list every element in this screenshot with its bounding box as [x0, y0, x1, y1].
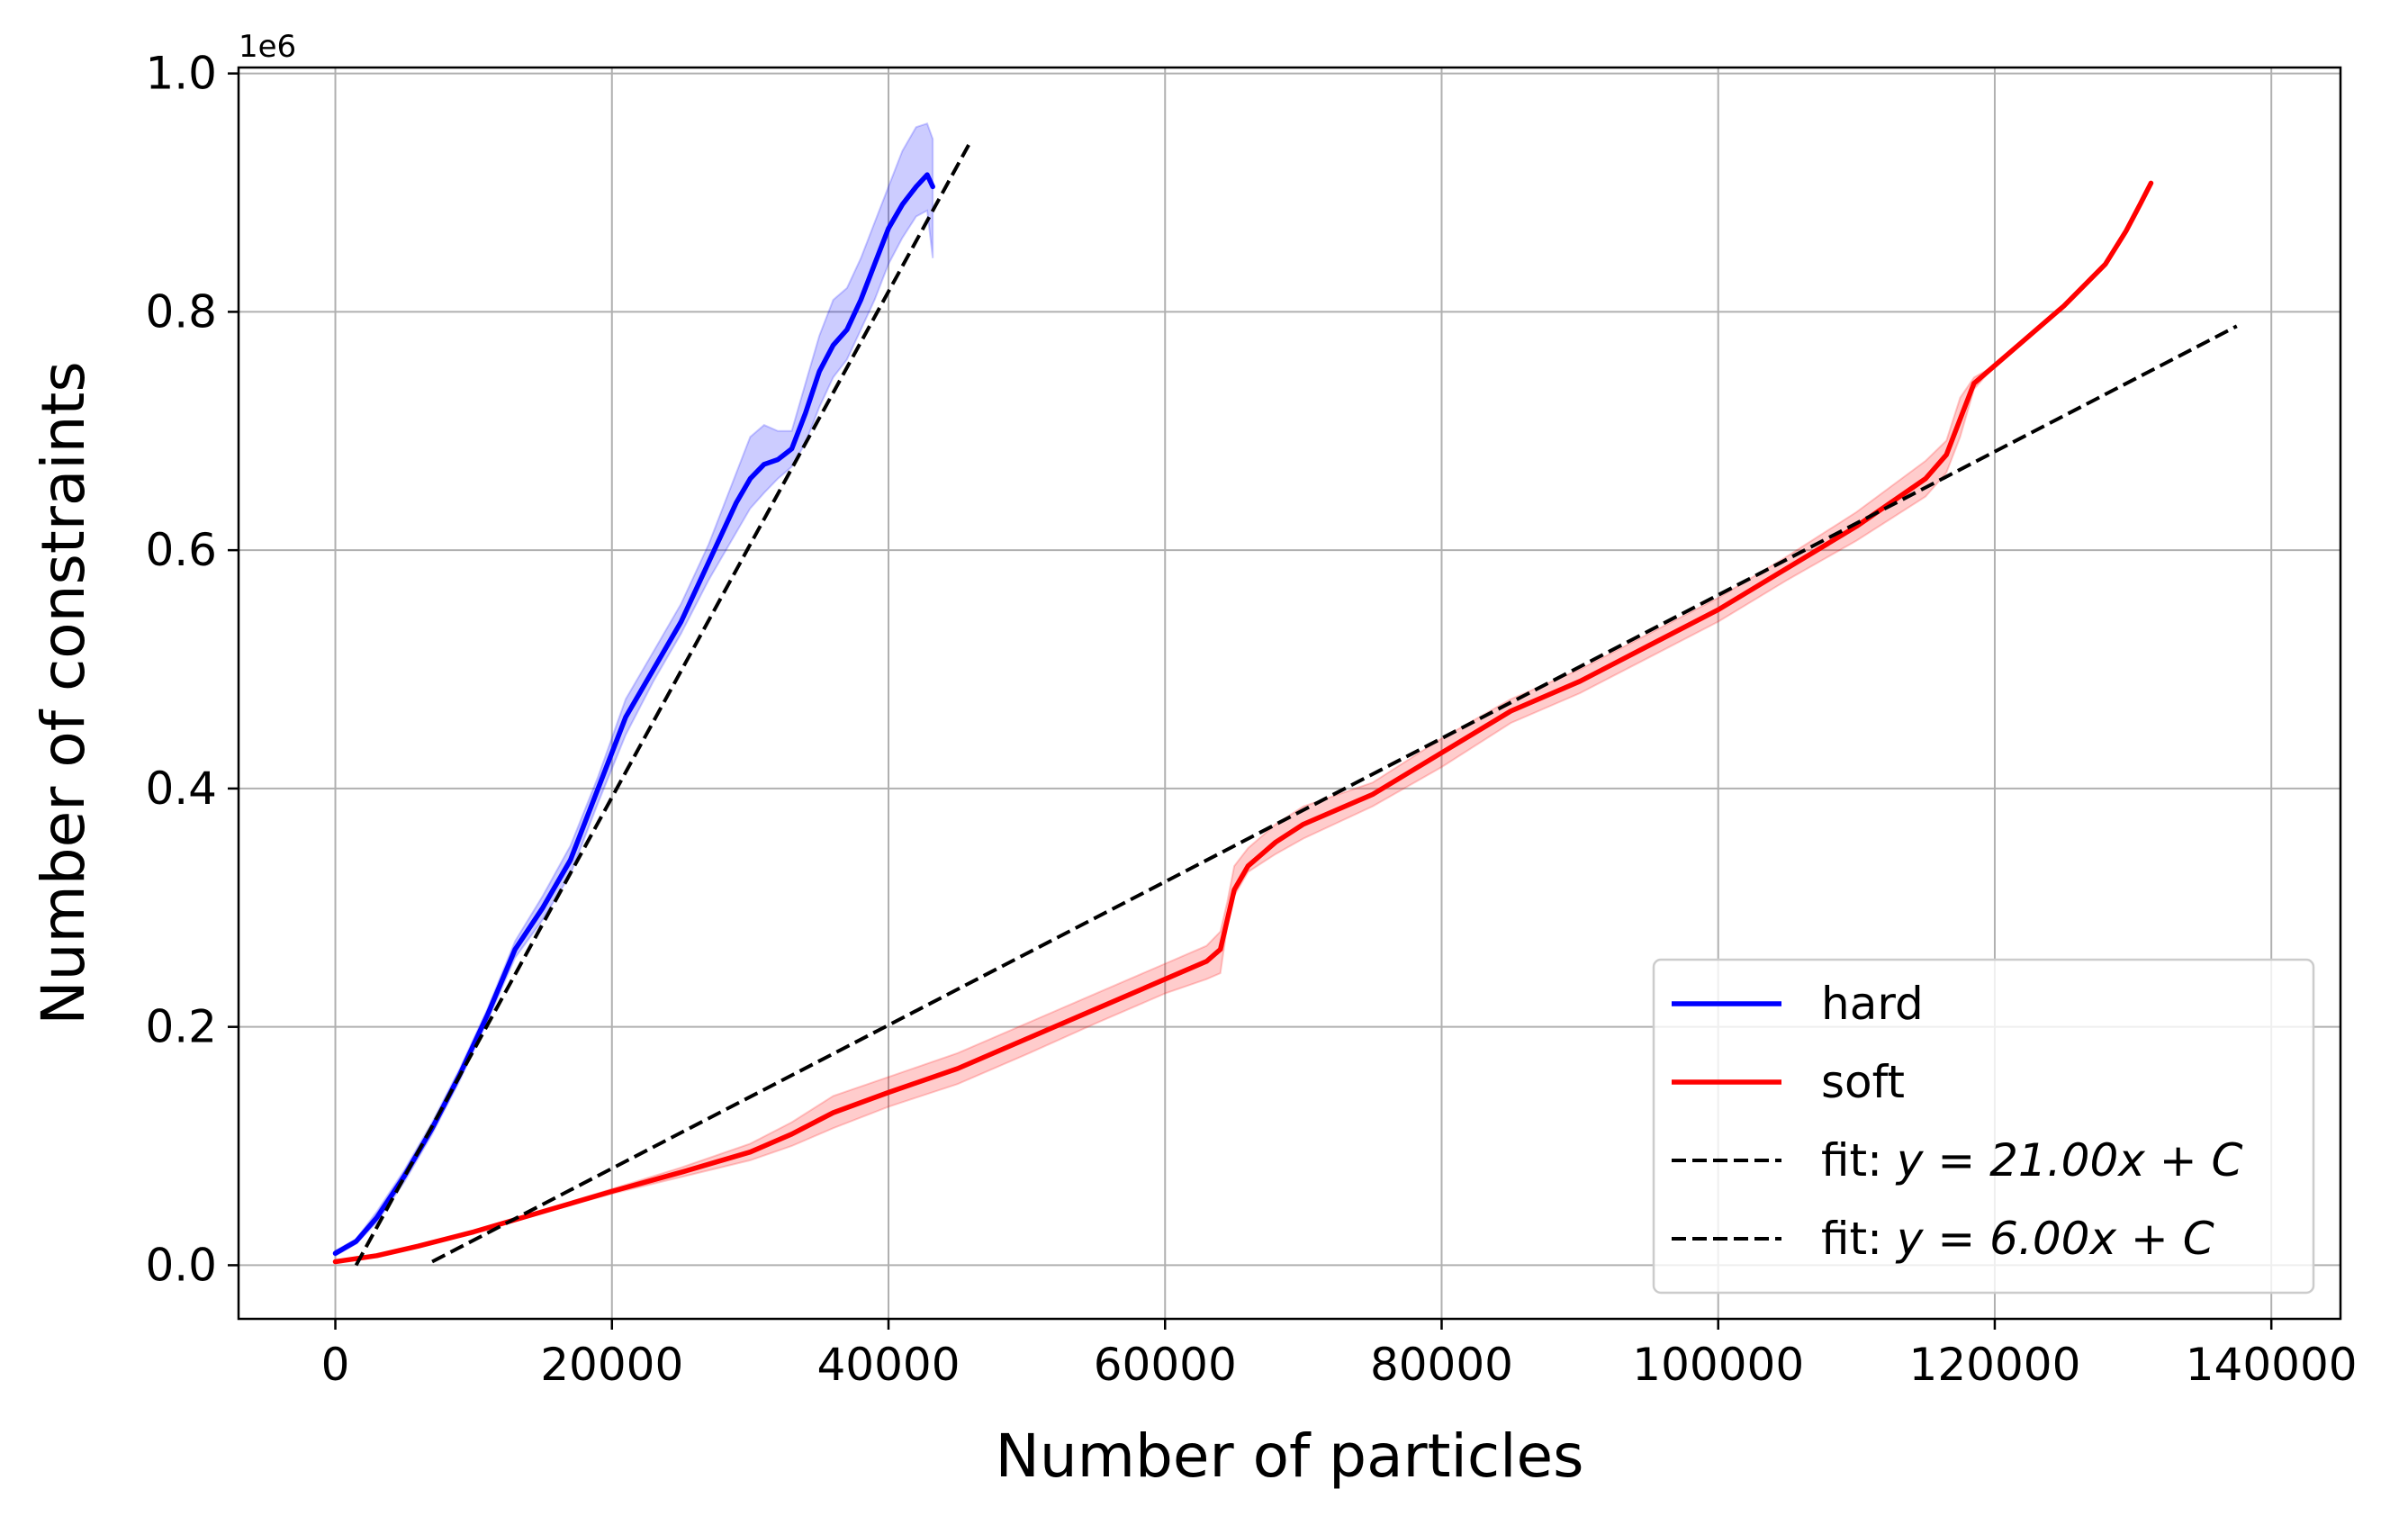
series-line-soft	[332, 180, 2154, 1265]
y-tick-label: 0.6	[145, 524, 217, 576]
x-tick-label: 40000	[816, 1339, 960, 1391]
series-lines	[332, 144, 2238, 1267]
legend-label-formula: y = 6.00x + C	[1895, 1213, 2214, 1265]
x-tick-label: 100000	[1632, 1339, 1804, 1391]
fit-line-3	[431, 324, 2238, 1264]
y-tick-label: 0.2	[145, 1001, 217, 1053]
legend-label: fit: y = 6.00x + C	[1821, 1213, 2214, 1265]
x-tick-label: 20000	[540, 1339, 683, 1391]
legend-label: hard	[1821, 978, 1924, 1030]
y-axis-offset-label: 1e6	[239, 29, 296, 65]
confidence-band-hard	[334, 122, 934, 1258]
x-tick-label: 120000	[1909, 1339, 2081, 1391]
x-tick-label: 60000	[1094, 1339, 1237, 1391]
x-axis-label: Number of particles	[995, 1421, 1583, 1491]
plot-frame	[237, 66, 2342, 1321]
legend-label: fit: y = 21.00x + C	[1821, 1134, 2243, 1187]
y-tick-label: 0.4	[145, 763, 217, 815]
y-tick-label: 0.8	[145, 285, 217, 338]
x-tick-label: 80000	[1370, 1339, 1513, 1391]
y-tick-label: 0.0	[145, 1239, 217, 1291]
x-axis-ticks: 0 20000 40000 60000 80000 100000 120000 140000	[321, 1319, 2358, 1391]
legend-label-formula: y = 21.00x + C	[1895, 1134, 2243, 1187]
legend-box	[1652, 958, 2315, 1295]
y-axis-ticks: 0.0 0.2 0.4 0.6 0.8 1.0	[145, 48, 239, 1291]
y-tick-label: 1.0	[145, 48, 217, 100]
legend-label-prefix: fit:	[1821, 1213, 1897, 1265]
x-tick-label: 0	[321, 1339, 350, 1391]
legend-label: soft	[1821, 1056, 1905, 1108]
legend-label-prefix: fit:	[1821, 1134, 1897, 1187]
x-tick-label: 140000	[2186, 1339, 2358, 1391]
fit-line-2	[354, 144, 970, 1267]
y-axis-label: Number of constraints	[29, 361, 98, 1024]
